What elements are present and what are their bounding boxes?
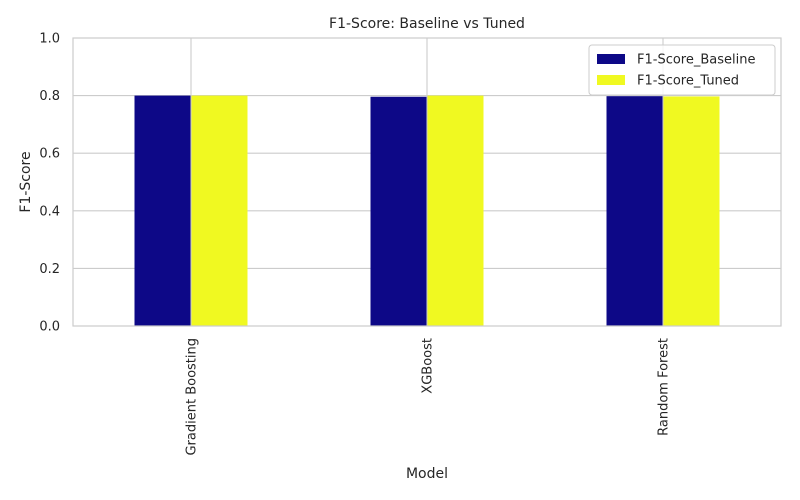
legend: F1-Score_Baseline F1-Score_Tuned bbox=[588, 44, 776, 96]
bar-baseline bbox=[370, 96, 427, 326]
y-tick-label: 1.0 bbox=[39, 32, 60, 47]
bar-tuned bbox=[663, 96, 720, 327]
chart-title: F1-Score: Baseline vs Tuned bbox=[329, 16, 525, 32]
y-tick-label: 0.0 bbox=[39, 320, 60, 335]
legend-swatch-tuned bbox=[597, 75, 625, 85]
bar-baseline bbox=[606, 96, 663, 327]
bar-baseline bbox=[134, 95, 191, 326]
bar-tuned bbox=[191, 95, 248, 326]
bars bbox=[134, 95, 720, 327]
y-tick-label: 0.4 bbox=[39, 204, 60, 219]
legend-label-baseline: F1-Score_Baseline bbox=[637, 53, 755, 68]
x-tick-label: Gradient Boosting bbox=[185, 338, 200, 456]
x-axis-ticks: Gradient Boosting XGBoost Random Forest bbox=[185, 338, 672, 456]
y-tick-label: 0.6 bbox=[39, 147, 60, 162]
y-axis-ticks: 0.0 0.2 0.4 0.6 0.8 1.0 bbox=[39, 32, 60, 335]
bar-tuned bbox=[427, 95, 484, 326]
x-tick-label: Random Forest bbox=[657, 338, 672, 436]
legend-frame bbox=[588, 44, 776, 96]
plot-frame bbox=[72, 37, 782, 327]
y-tick-label: 0.8 bbox=[39, 89, 60, 104]
legend-label-tuned: F1-Score_Tuned bbox=[637, 74, 739, 89]
x-axis-label: Model bbox=[406, 466, 448, 482]
y-axis-label: F1-Score bbox=[18, 151, 34, 212]
y-tick-label: 0.2 bbox=[39, 262, 60, 277]
x-tick-label: XGBoost bbox=[421, 338, 436, 394]
legend-swatch-baseline bbox=[597, 54, 625, 64]
